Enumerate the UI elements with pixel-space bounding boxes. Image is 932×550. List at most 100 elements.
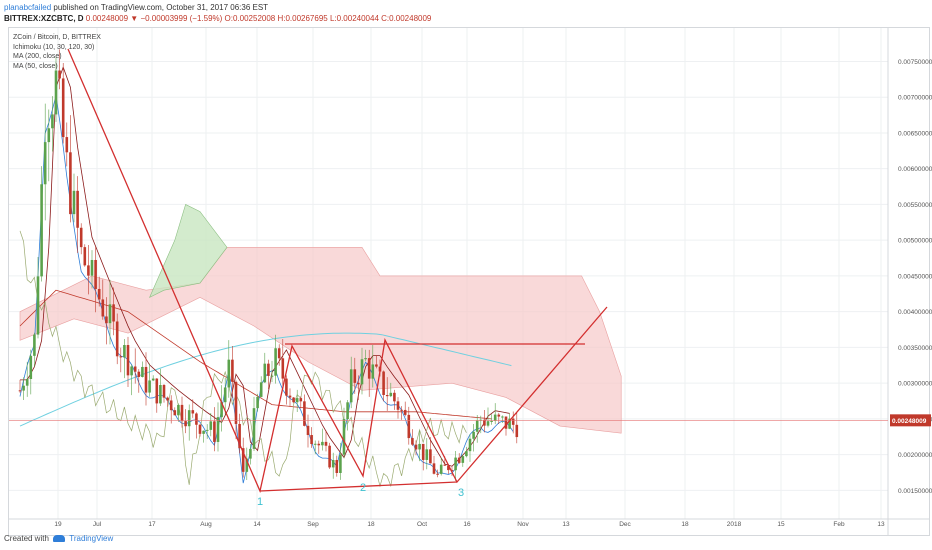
candle-body: [69, 152, 72, 215]
x-tick-label: 16: [463, 521, 471, 528]
candle-body: [36, 276, 40, 335]
legend-ma50[interactable]: MA (50, close): [13, 62, 58, 70]
x-tick-label: Aug: [200, 521, 212, 528]
candle-body: [137, 371, 141, 377]
y-tick-label: 0.00450000: [898, 273, 932, 280]
ohlc-values: O:0.00252008 H:0.00267695 L:0.00240044 C…: [224, 14, 432, 23]
last-price: 0.00248009: [85, 14, 129, 23]
candle-body: [252, 408, 256, 449]
y-tick-label: 0.00200000: [898, 452, 932, 459]
candle-body: [285, 378, 288, 396]
candle-body: [486, 421, 490, 426]
candle-body: [173, 410, 177, 416]
candle-body: [267, 363, 270, 376]
candle-body: [112, 304, 115, 322]
candles: [18, 49, 519, 482]
y-tick-label: 0.00650000: [898, 130, 932, 137]
candle-body: [241, 448, 245, 472]
candle-body: [187, 410, 191, 427]
candle-body: [436, 473, 439, 475]
candle-body: [144, 366, 148, 393]
down-arrow-icon: ▼: [130, 14, 139, 23]
candle-body: [238, 423, 241, 449]
ma200-line: [19, 332, 512, 427]
candle-body: [411, 438, 414, 445]
author-link[interactable]: planabcfailed: [4, 3, 52, 12]
y-tick-label: 0.00350000: [898, 345, 932, 352]
candle-body: [83, 247, 87, 266]
candle-body: [367, 358, 371, 379]
candle-body: [209, 421, 213, 430]
x-tick-label: 2018: [727, 521, 742, 528]
x-tick-label: Feb: [833, 521, 845, 528]
candle-body: [439, 464, 443, 474]
y-tick-label: 0.00600000: [898, 166, 932, 173]
candle-body: [54, 70, 58, 115]
candle-body: [277, 348, 281, 359]
y-tick-label: 0.00750000: [898, 59, 932, 66]
publish-line: planabcfailed published on TradingView.c…: [4, 3, 268, 12]
y-tick-label: 0.00550000: [898, 202, 932, 209]
y-tick-label: 0.00300000: [898, 381, 932, 388]
candle-body: [18, 390, 22, 392]
candle-body: [87, 265, 90, 276]
candle-body: [220, 402, 223, 418]
candle-body: [429, 449, 432, 464]
candle-body: [407, 414, 411, 439]
candle-body: [335, 460, 339, 473]
x-tick-label: 18: [367, 521, 375, 528]
candle-body: [166, 397, 169, 401]
candle-body: [501, 416, 504, 418]
created-with-text: Created with: [4, 534, 49, 543]
y-tick-label: 0.00150000: [898, 488, 932, 495]
candle-body: [425, 449, 429, 460]
candle-body: [468, 438, 472, 452]
candle-body: [191, 410, 195, 414]
candle-body: [403, 409, 407, 415]
candle-body: [65, 137, 69, 153]
candle-body: [414, 444, 418, 450]
candle-body: [342, 419, 346, 455]
candle-body: [306, 425, 310, 436]
candle-body: [349, 369, 353, 403]
candle-body: [58, 70, 61, 79]
candle-body: [385, 394, 389, 397]
current-price-label: 0.00248009: [892, 418, 927, 425]
candle-body: [148, 380, 151, 393]
candle-body: [25, 379, 29, 386]
candle-body: [400, 409, 403, 411]
candle-body: [346, 402, 349, 420]
candle-body: [40, 184, 43, 277]
candle-body: [493, 414, 497, 421]
candle-body: [375, 364, 378, 367]
candle-body: [331, 460, 335, 468]
candle-body: [382, 371, 385, 395]
x-tick-label: Sep: [307, 521, 319, 528]
candle-body: [457, 457, 461, 463]
y-tick-label: 0.00400000: [898, 309, 932, 316]
legend-ichimoku[interactable]: Ichimoku (10, 30, 120, 30): [13, 43, 95, 51]
chart-frame[interactable]: [8, 27, 930, 536]
candle-body: [72, 190, 76, 215]
tradingview-link[interactable]: TradingView: [69, 534, 114, 543]
candle-body: [443, 464, 447, 466]
candle-body: [263, 363, 267, 383]
candle-body: [249, 448, 252, 459]
candle-body: [184, 421, 187, 427]
candle-body: [159, 384, 162, 404]
candle-body: [108, 304, 112, 324]
candle-body: [360, 359, 364, 385]
candle-body: [472, 431, 475, 439]
publish-text: published on TradingView.com, October 31…: [53, 3, 269, 12]
candle-body: [151, 378, 155, 381]
candle-body: [115, 321, 119, 357]
symbol-line: BITTREX:XZCBTC, D 0.00248009 ▼ −0.000039…: [4, 14, 431, 23]
candle-body: [490, 420, 493, 422]
candle-body: [324, 441, 328, 446]
legend-ma200[interactable]: MA (200, close): [13, 53, 62, 60]
candle-body: [396, 401, 400, 410]
candle-body: [389, 392, 393, 397]
candle-body: [223, 387, 227, 403]
lagging-span: [19, 230, 467, 488]
